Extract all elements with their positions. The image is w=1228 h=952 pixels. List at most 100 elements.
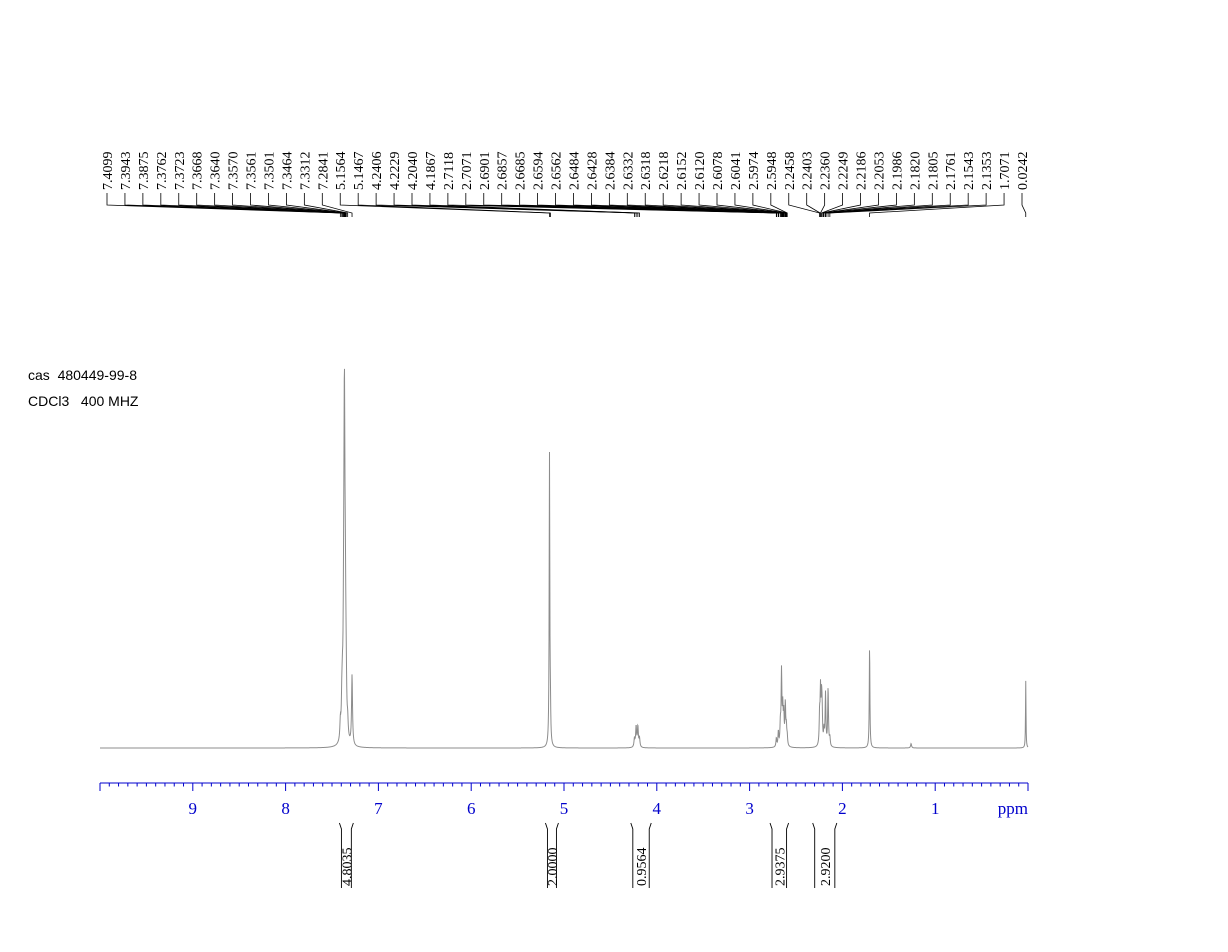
- peak-label: 7.3668: [191, 152, 206, 191]
- peak-connector: [303, 193, 349, 217]
- peak-connector: [827, 193, 969, 217]
- peak-connector: [214, 193, 346, 217]
- peak-connector: [734, 193, 787, 217]
- peak-label: 2.6218: [657, 152, 672, 191]
- peak-connector: [829, 193, 987, 217]
- peak-connector: [250, 193, 346, 217]
- peak-label: 7.3464: [280, 152, 295, 191]
- peak-label: 2.1820: [908, 152, 923, 191]
- x-axis: 9 8 7 6 5 4 3 2 1 ppm: [99, 782, 1029, 818]
- peak-label: 2.6685: [514, 152, 529, 191]
- peak-connector: [339, 193, 550, 217]
- peak-label: 7.3723: [173, 152, 188, 191]
- peak-label: 2.6901: [478, 152, 493, 191]
- peak-label: 7.3570: [227, 152, 242, 191]
- peak-connector: [716, 193, 787, 217]
- cas-line: cas 480449-99-8: [28, 367, 137, 383]
- integral-bracket-right: [555, 822, 559, 888]
- peak-label: 2.6384: [603, 152, 618, 191]
- peak-label: 2.2403: [801, 152, 816, 191]
- x-tick-label: 6: [467, 799, 476, 818]
- peak-label: 4.2406: [370, 152, 385, 191]
- peak-label: 2.6120: [693, 152, 708, 191]
- peak-label: 7.4099: [101, 152, 116, 191]
- peak-connector: [608, 193, 784, 217]
- peak-connector: [1021, 193, 1027, 217]
- peak-label: 5.1467: [352, 152, 367, 191]
- integral-bracket-left: [812, 822, 816, 888]
- integral-bracket-right: [834, 822, 838, 888]
- x-axis-title: ppm: [998, 799, 1028, 818]
- peak-label: 2.6318: [639, 152, 654, 191]
- integral-bracket-left: [545, 822, 548, 888]
- cas-number: 480449-99-8: [57, 367, 137, 383]
- peak-label: 2.6428: [585, 152, 600, 191]
- peak-label: 7.3640: [209, 152, 224, 191]
- peak-label: 2.2186: [855, 152, 870, 191]
- peak-label: 2.5974: [747, 152, 762, 191]
- peak-label: 2.6484: [567, 152, 582, 191]
- frequency-label: 400 MHZ: [80, 393, 139, 409]
- peak-label: 2.7118: [442, 152, 457, 190]
- peak-label: 7.3875: [137, 152, 152, 191]
- peak-connector: [825, 193, 933, 217]
- peak-connector: [178, 193, 345, 217]
- peak-connector: [591, 193, 784, 217]
- peak-connector: [770, 193, 788, 217]
- peak-label: 2.1353: [980, 152, 995, 191]
- peak-connector: [142, 193, 343, 217]
- peak-label: 2.6041: [729, 152, 744, 191]
- peak-connector: [825, 193, 951, 217]
- peak-label: 7.3501: [262, 152, 277, 191]
- peak-connector: [698, 193, 787, 217]
- x-tick-label: 9: [189, 799, 198, 818]
- x-tick-label: 2: [838, 799, 847, 818]
- x-tick-label: 8: [281, 799, 290, 818]
- peak-label: 2.6594: [532, 152, 547, 191]
- integral-value: 2.0000: [546, 848, 561, 887]
- peak-connector: [429, 193, 640, 217]
- x-tick-label: 7: [374, 799, 383, 818]
- peak-connector: [573, 193, 783, 217]
- peak-label: 0.0242: [1016, 152, 1031, 191]
- peak-labels: 7.4099 7.3943 7.3875 7.3762 7.3723 7.3668 7.36…: [101, 152, 1031, 217]
- peak-label: 2.5948: [765, 152, 780, 191]
- integral-value: 0.9564: [635, 848, 650, 887]
- integral-bracket-right: [350, 822, 354, 888]
- peak-connector: [788, 193, 820, 217]
- integral-value: 2.9375: [773, 848, 788, 887]
- integral-bracket-left: [769, 822, 773, 888]
- integral-bracket-left: [630, 822, 634, 888]
- peak-label: 2.6562: [550, 152, 565, 191]
- peak-label: 4.2040: [406, 152, 421, 191]
- x-tick-label: 1: [931, 799, 940, 818]
- integral-bracket-left: [338, 822, 342, 888]
- x-tick-label: 5: [560, 799, 569, 818]
- peak-label: 4.2229: [388, 152, 403, 191]
- peak-label: 7.3561: [245, 152, 260, 191]
- integral-bracket-right: [648, 822, 652, 888]
- peak-label: 2.2249: [837, 152, 852, 191]
- peak-label: 2.6857: [496, 152, 511, 191]
- integral-value: 4.8035: [340, 848, 355, 887]
- peak-connector: [680, 193, 786, 217]
- peak-label: 2.2360: [819, 152, 834, 191]
- integrals: 4.8035 2.0000 0.9564 2.9375 2.9200: [338, 822, 838, 888]
- peak-connector: [869, 193, 1005, 217]
- peak-label: 2.6078: [711, 152, 726, 191]
- peak-label: 2.1543: [962, 152, 977, 191]
- peak-label: 2.1986: [890, 152, 905, 191]
- peak-label: 2.2458: [783, 152, 798, 191]
- peak-connector: [662, 193, 786, 217]
- peak-connector: [821, 193, 843, 217]
- x-tick-label: 4: [653, 799, 662, 818]
- peak-label: 2.2053: [872, 152, 887, 191]
- x-tick-label: 3: [745, 799, 754, 818]
- solvent-label: CDCl3: [28, 393, 70, 409]
- peak-connector: [357, 193, 551, 217]
- peak-connector: [268, 193, 347, 217]
- cas-label: cas: [28, 367, 50, 383]
- peak-label: 2.1805: [926, 152, 941, 191]
- peak-label: 7.3762: [155, 152, 170, 191]
- peak-connector: [321, 193, 353, 217]
